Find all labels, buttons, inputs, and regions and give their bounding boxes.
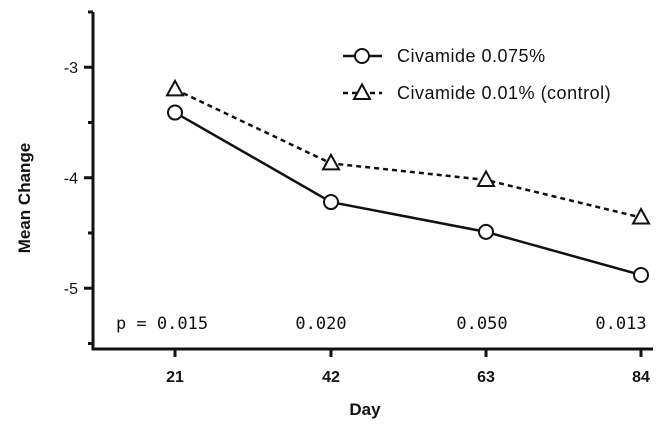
legend: Civamide 0.075% Civamide 0.01% (control) [343, 46, 611, 103]
data-point-circle [633, 266, 649, 283]
series-line-1 [174, 88, 642, 219]
x-ticks: 21 42 63 84 [166, 349, 650, 386]
p-value-label: 0.013 [595, 314, 646, 334]
legend-item-1: Civamide 0.01% (control) [343, 82, 611, 103]
y-tick-label: -3 [64, 60, 78, 77]
data-point-triangle [631, 206, 651, 225]
data-point-triangle [476, 169, 496, 187]
x-axis-title: Day [349, 400, 381, 419]
data-point-triangle [165, 78, 185, 97]
p-value-label: 0.050 [456, 314, 507, 334]
legend-label-1: Civamide 0.01% (control) [397, 83, 611, 103]
data-point-circle [323, 194, 339, 211]
legend-item-0: Civamide 0.075% [343, 46, 546, 66]
x-tick-label: 42 [322, 369, 340, 386]
y-tick-label: -5 [64, 281, 78, 298]
legend-triangle-marker [352, 82, 372, 100]
data-point-triangle [321, 152, 341, 171]
p-value-label: p = 0.015 [116, 314, 208, 334]
series-layer [165, 78, 651, 283]
p-value-annotations: p = 0.015 0.020 0.050 0.013 [116, 314, 647, 334]
x-tick-label: 21 [166, 369, 184, 386]
legend-circle-marker [354, 48, 370, 64]
y-axis-title: Mean Change [15, 143, 34, 254]
p-value-label: 0.020 [295, 314, 346, 334]
data-point-circle [478, 223, 494, 240]
legend-label-0: Civamide 0.075% [397, 46, 546, 66]
data-point-circle [167, 104, 183, 121]
x-tick-label: 63 [477, 369, 495, 386]
y-axis: -3 -4 -5 [64, 10, 95, 349]
x-axis: 21 42 63 84 [91, 347, 653, 386]
y-tick-label: -4 [64, 171, 78, 188]
series-line-0 [174, 111, 642, 277]
x-tick-label: 84 [632, 369, 650, 386]
y-ticks: -3 -4 -5 [64, 10, 93, 345]
